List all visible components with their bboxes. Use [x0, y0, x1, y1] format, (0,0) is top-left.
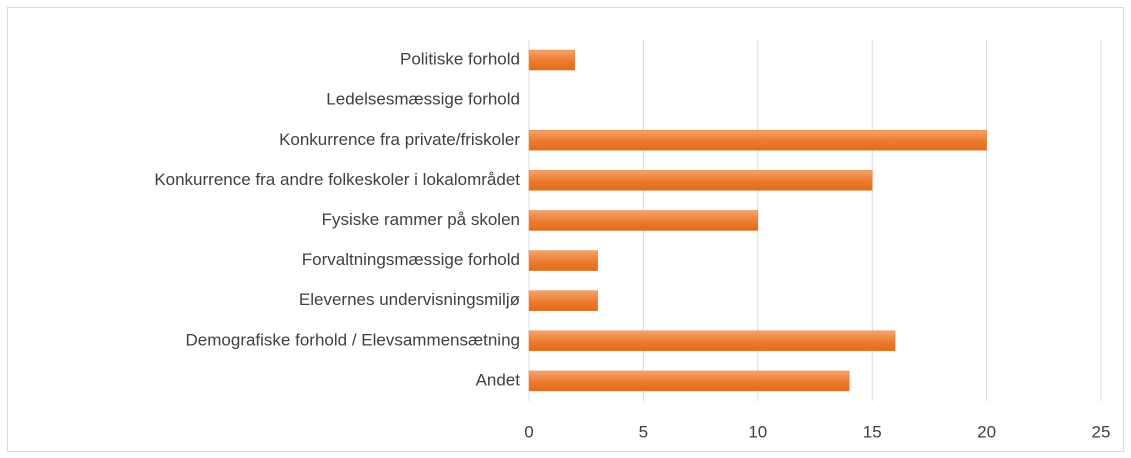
y-tick-label: Elevernes undervisningsmiljø: [299, 290, 520, 309]
x-tick-label: 20: [977, 422, 996, 441]
y-tick-label: Politiske forhold: [400, 50, 520, 69]
y-tick-label: Ledelsesmæssige forhold: [326, 90, 520, 109]
x-tick-label: 25: [1092, 422, 1111, 441]
bar: [528, 250, 598, 271]
y-tick-label: Demografiske forhold / Elevsammensætning: [186, 330, 520, 349]
bar: [528, 210, 759, 231]
bar: [528, 130, 987, 151]
y-tick-label: Konkurrence fra private/friskoler: [279, 130, 520, 149]
y-tick-label: Andet: [476, 370, 521, 389]
x-tick-label: 15: [863, 422, 882, 441]
bar: [528, 330, 896, 352]
bar: [528, 49, 576, 71]
bar: [528, 170, 873, 191]
x-tick-label: 0: [524, 422, 533, 441]
y-tick-label: Konkurrence fra andre folkeskoler i loka…: [154, 170, 520, 189]
y-tick-label: Forvaltningsmæssige forhold: [302, 250, 520, 269]
bar: [528, 290, 598, 311]
x-tick-label: 10: [748, 422, 767, 441]
bar: [528, 370, 850, 392]
y-tick-label: Fysiske rammer på skolen: [322, 210, 520, 229]
x-tick-label: 5: [639, 422, 648, 441]
